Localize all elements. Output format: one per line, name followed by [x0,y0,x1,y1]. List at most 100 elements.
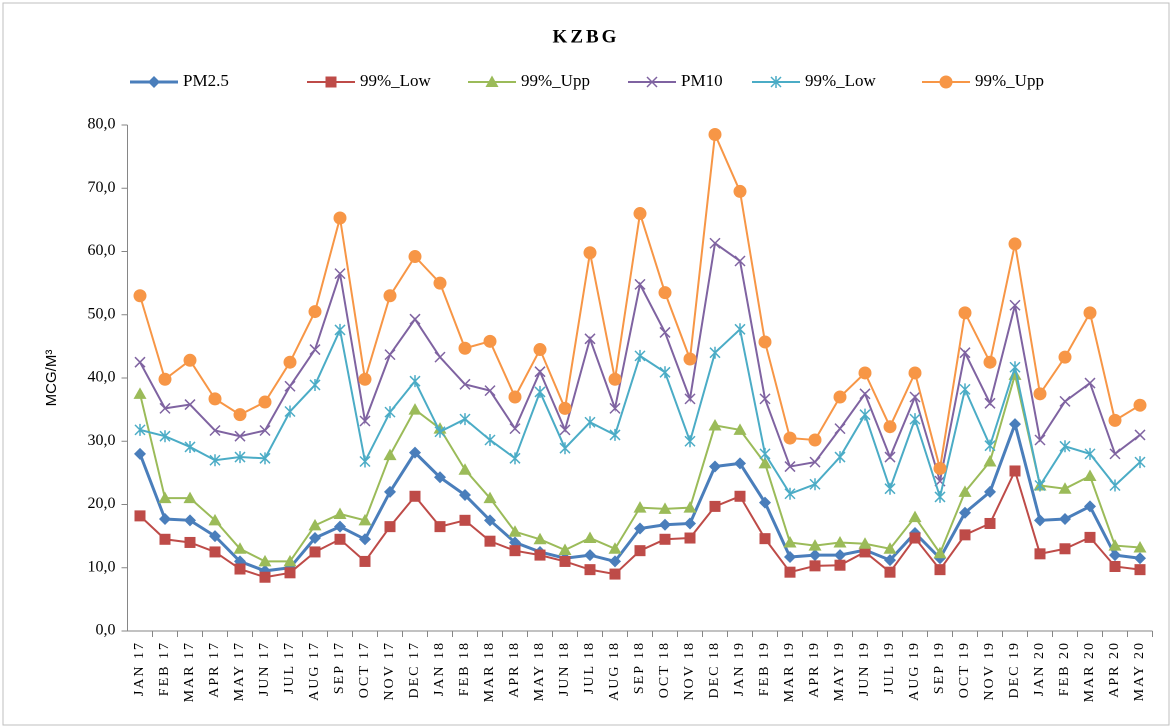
point [858,366,872,380]
point [708,127,722,141]
point [309,344,321,356]
point [558,401,572,415]
point [409,375,421,388]
point [508,390,522,404]
point [208,392,222,406]
point [683,352,697,366]
point [384,485,396,498]
point [508,525,522,537]
point [883,420,897,434]
x-tick-label: AUG 18 [607,641,622,701]
point [458,463,472,475]
point [959,383,971,396]
point [1109,560,1121,572]
point [1034,479,1046,492]
point [559,555,571,567]
point [1109,448,1121,460]
point [308,305,322,319]
point [1134,456,1146,469]
point [734,457,746,470]
point [259,571,271,583]
point [534,549,546,561]
point [283,355,297,369]
x-tick-label: SEP 19 [932,641,947,694]
point [484,433,496,446]
point [1008,237,1022,251]
point [334,323,346,336]
x-tick-label: JUN 18 [557,641,572,696]
point [1083,306,1097,320]
point [959,347,971,359]
point [683,501,697,513]
point [1134,552,1146,565]
point [334,268,346,280]
point [584,549,596,562]
point [159,513,171,526]
point [1084,447,1096,460]
x-tick-label: OCT 19 [957,641,972,698]
point [609,428,621,441]
point [534,385,546,398]
x-tick-label: APR 20 [1107,641,1122,698]
point [1059,440,1071,453]
point [434,351,446,363]
point [333,507,347,519]
point [234,563,246,575]
point [134,447,146,460]
point [933,546,947,559]
point [234,430,246,442]
point [734,255,746,267]
point [1034,548,1046,560]
point [983,355,997,369]
x-tick-label: NOV 19 [982,641,997,701]
x-tick-label: FEB 20 [1057,641,1072,696]
point [684,393,696,405]
point [684,435,696,448]
y-axis-label: MCG/M³ [43,350,60,407]
point [783,535,797,548]
legend-marker [148,76,160,88]
point [658,286,672,300]
legend-label: 99%_Low [360,71,432,90]
point [533,343,547,357]
point [484,514,496,527]
point [984,517,996,529]
legend-label: 99%_Low [805,71,877,90]
point [459,489,471,502]
point [634,545,646,557]
point [134,356,146,368]
point [658,502,672,514]
y-tick-label: 0,0 [96,622,116,639]
point [283,554,297,567]
x-tick-label: DEC 19 [1007,641,1022,699]
point [784,487,796,500]
point [1034,434,1046,446]
point [984,485,996,498]
point [1084,377,1096,389]
point [184,399,196,411]
x-tick-label: APR 18 [507,641,522,698]
legend-marker [770,76,782,88]
point [709,500,721,512]
point [809,560,821,572]
x-tick-label: JUL 18 [582,641,597,694]
x-tick-label: MAY 17 [232,641,247,701]
point [209,530,221,543]
point [458,341,472,355]
point [759,496,771,509]
x-tick-label: OCT 17 [357,641,372,698]
point [1059,395,1071,407]
point [809,478,821,491]
point [859,546,871,558]
point [159,402,171,414]
legend-label: 99%_Upp [975,71,1044,90]
point [709,237,721,249]
point [934,564,946,576]
point [1108,539,1122,551]
point [208,513,222,526]
point [1083,469,1097,482]
point [758,335,772,349]
point [158,372,172,386]
point [809,549,821,562]
legend-marker [485,75,499,87]
